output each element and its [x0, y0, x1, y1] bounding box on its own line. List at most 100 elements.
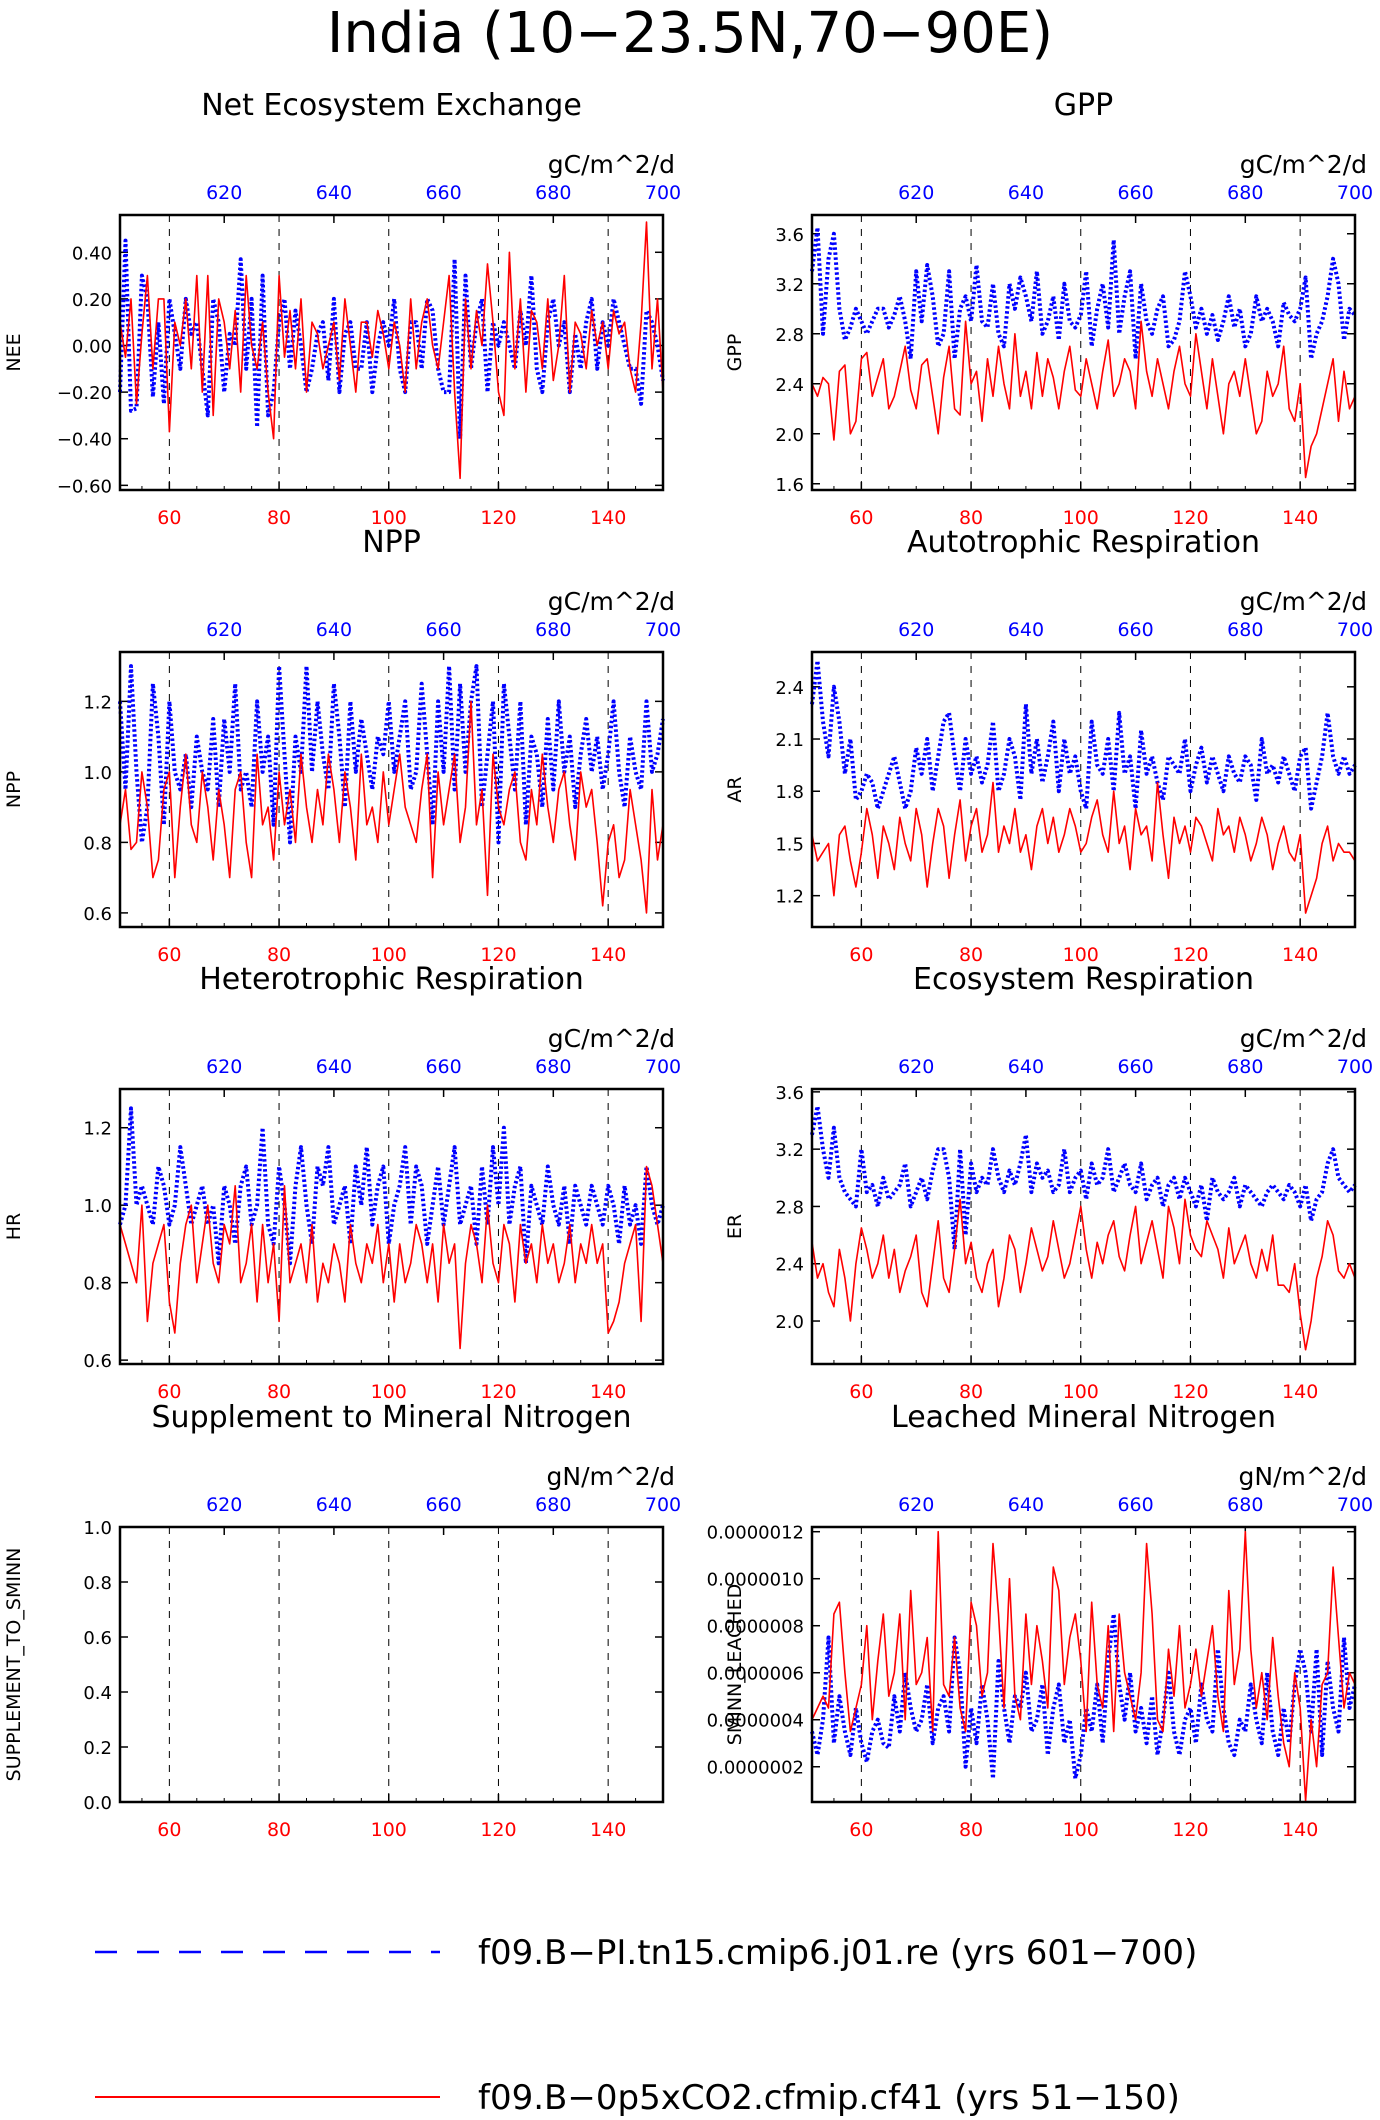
x-tick-label-top: 640: [1008, 619, 1044, 641]
panel-title: Autotrophic Respiration: [907, 525, 1260, 560]
y-tick-label: 0.8: [83, 1573, 112, 1594]
x-tick-label-bottom: 60: [157, 1381, 181, 1403]
y-tick-label: 0.0000002: [707, 1758, 804, 1779]
y-tick-label: 0.20: [72, 290, 112, 311]
plot-frame: [118, 1087, 665, 1366]
x-tick-label-top: 620: [898, 182, 934, 204]
x-tick-label-bottom: 100: [371, 1819, 407, 1841]
x-tick-label-bottom: 140: [590, 944, 626, 966]
x-tick-label-top: 660: [1117, 1056, 1153, 1078]
y-axis-label: SUPPLEMENT_TO_SMINN: [3, 1548, 25, 1782]
x-tick-label-bottom: 60: [849, 1381, 873, 1403]
y-axis-label: GPP: [724, 334, 746, 372]
panel-title: Leached Mineral Nitrogen: [891, 1400, 1276, 1435]
plot-frame: [810, 1087, 1357, 1366]
x-tick-label-bottom: 60: [849, 944, 873, 966]
x-tick-label-bottom: 100: [1063, 507, 1099, 529]
x-tick-label-bottom: 140: [1282, 1819, 1318, 1841]
panel-title: GPP: [1054, 88, 1113, 123]
x-tick-label-top: 620: [898, 1056, 934, 1078]
y-tick-label: 0.0000010: [707, 1570, 804, 1591]
units-label: gC/m^2/d: [1240, 150, 1367, 179]
x-tick-label-top: 680: [1227, 619, 1263, 641]
series-line-blue: [118, 1106, 665, 1266]
x-tick-label-top: 640: [316, 1494, 352, 1516]
y-tick-label: 0.0000008: [707, 1617, 804, 1638]
x-tick-label-top: 700: [1337, 182, 1373, 204]
x-tick-label-bottom: 100: [371, 507, 407, 529]
x-tick-label-top: 700: [1337, 1056, 1373, 1078]
x-tick-label-top: 680: [535, 1494, 571, 1516]
x-tick-label-top: 620: [206, 1056, 242, 1078]
units-label: gC/m^2/d: [548, 150, 675, 179]
units-label: gC/m^2/d: [1240, 587, 1367, 616]
x-tick-label-bottom: 60: [849, 1819, 873, 1841]
y-tick-label: 2.8: [775, 1197, 804, 1218]
x-tick-label-top: 640: [1008, 182, 1044, 204]
y-tick-label: 0.6: [83, 904, 112, 925]
legend-label-red: f09.B−0p5xCO2.cfmip.cf41 (yrs 51−150): [478, 2078, 1180, 2118]
series-line-blue: [810, 1104, 1357, 1252]
x-tick-label-bottom: 60: [157, 507, 181, 529]
x-tick-label-bottom: 120: [480, 1819, 516, 1841]
x-tick-label-bottom: 140: [1282, 507, 1318, 529]
chart-panel-5: Heterotrophic Respiration gC/m^2/d 60 80 100…: [3, 962, 681, 1403]
x-tick-label-bottom: 80: [267, 1819, 291, 1841]
y-tick-label: 0.6: [83, 1351, 112, 1372]
x-tick-label-bottom: 120: [480, 1381, 516, 1403]
y-axis-label: ER: [724, 1214, 746, 1239]
x-tick-label-bottom: 60: [849, 507, 873, 529]
x-tick-label-top: 640: [316, 182, 352, 204]
x-tick-label-bottom: 140: [1282, 944, 1318, 966]
chart-panel-1: Net Ecosystem Exchange gC/m^2/d 60 80 100 120…: [3, 88, 681, 529]
x-tick-label-bottom: 100: [1063, 1819, 1099, 1841]
y-tick-label: 0.2: [83, 1738, 112, 1759]
plot-frame: [118, 650, 665, 929]
panel-title: Ecosystem Respiration: [913, 962, 1254, 997]
x-tick-label-top: 660: [425, 1056, 461, 1078]
y-tick-label: 0.8: [83, 1274, 112, 1295]
y-tick-label: 3.6: [775, 225, 804, 246]
y-tick-label: 1.0: [83, 763, 112, 784]
x-tick-label-top: 700: [1337, 619, 1373, 641]
y-axis-label: HR: [3, 1213, 25, 1241]
chart-panel-8: Leached Mineral Nitrogen gN/m^2/d 60 80 100 1…: [707, 1400, 1373, 1841]
x-tick-label-top: 680: [1227, 1056, 1263, 1078]
y-tick-label: 1.0: [83, 1196, 112, 1217]
series-line-red: [119, 700, 664, 914]
x-tick-label-bottom: 120: [1172, 1381, 1208, 1403]
x-tick-label-top: 680: [1227, 182, 1263, 204]
series-line-blue: [810, 225, 1357, 361]
units-label: gN/m^2/d: [547, 1462, 676, 1491]
y-axis-label: AR: [724, 776, 746, 802]
x-tick-label-top: 660: [1117, 182, 1153, 204]
y-tick-label: −0.20: [57, 383, 112, 404]
x-tick-label-bottom: 140: [590, 507, 626, 529]
y-tick-label: 0.0000012: [707, 1523, 804, 1544]
y-tick-label: 1.0: [83, 1518, 112, 1539]
x-tick-label-top: 660: [425, 619, 461, 641]
x-tick-label-top: 620: [206, 182, 242, 204]
y-tick-label: 0.40: [72, 243, 112, 264]
units-label: gN/m^2/d: [1239, 1462, 1368, 1491]
y-tick-label: 2.4: [775, 1255, 804, 1276]
y-tick-label: 2.0: [775, 425, 804, 446]
y-tick-label: 1.2: [83, 692, 112, 713]
x-tick-label-top: 680: [535, 619, 571, 641]
y-tick-label: −0.60: [57, 476, 112, 497]
x-tick-label-top: 700: [645, 619, 681, 641]
panel-title: Supplement to Mineral Nitrogen: [152, 1400, 632, 1435]
x-tick-label-bottom: 100: [371, 944, 407, 966]
y-tick-label: −0.40: [57, 430, 112, 451]
x-tick-label-bottom: 140: [590, 1381, 626, 1403]
x-tick-label-bottom: 80: [959, 507, 983, 529]
series-line-red: [811, 781, 1356, 914]
x-tick-label-top: 680: [1227, 1494, 1263, 1516]
plot-frame: [810, 213, 1357, 492]
y-tick-label: 0.4: [83, 1683, 112, 1704]
x-tick-label-bottom: 60: [157, 1819, 181, 1841]
series-line-blue: [810, 1612, 1357, 1781]
x-tick-label-bottom: 100: [1063, 944, 1099, 966]
plot-frame: [118, 213, 665, 492]
